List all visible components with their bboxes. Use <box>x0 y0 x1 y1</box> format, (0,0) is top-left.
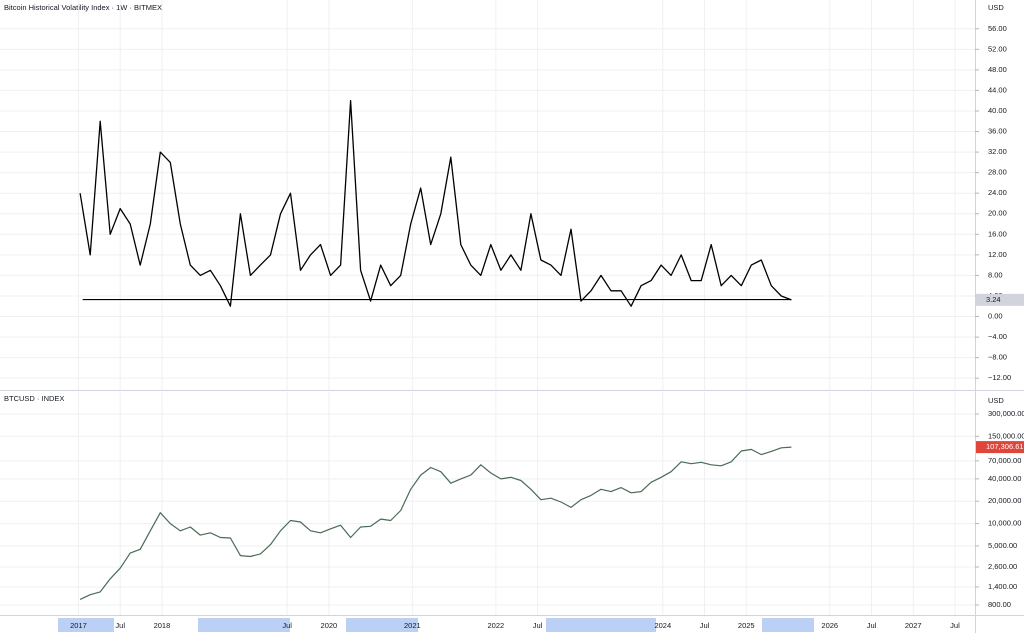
last-value-box <box>976 293 1024 306</box>
x-tick-label: Jul <box>533 621 543 630</box>
y-tick-label: 48.00 <box>988 65 1007 74</box>
y-tick-label: 300,000.00 <box>988 409 1024 418</box>
pane-title: BTCUSD · INDEX <box>4 394 64 403</box>
x-tick-label: 2021 <box>404 621 421 630</box>
last-value-box <box>976 441 1024 454</box>
y-tick-label: 56.00 <box>988 24 1007 33</box>
series-line <box>79 446 792 600</box>
y-tick-label: 40.00 <box>988 106 1007 115</box>
time-highlight <box>762 618 814 632</box>
x-tick-label: Jul <box>282 621 292 630</box>
x-tick-label: 2020 <box>321 621 338 630</box>
y-tick-label: 12.00 <box>988 250 1007 259</box>
y-tick-label: 70,000.00 <box>988 456 1021 465</box>
y-tick-label: 24.00 <box>988 188 1007 197</box>
x-tick-label: 2017 <box>70 621 87 630</box>
y-tick-label: 0.00 <box>988 312 1003 321</box>
pane-title: Bitcoin Historical Volatility Index · 1W… <box>4 3 162 12</box>
x-tick-label: 2018 <box>154 621 171 630</box>
y-tick-label: 28.00 <box>988 168 1007 177</box>
last-value-label: 107,306.61 <box>986 442 1024 451</box>
x-tick-label: 2025 <box>738 621 755 630</box>
y-tick-label: 150,000.00 <box>988 431 1024 440</box>
x-tick-label: 2022 <box>488 621 505 630</box>
y-tick-label: 1,400.00 <box>988 582 1017 591</box>
y-tick-label: 20.00 <box>988 209 1007 218</box>
time-highlight <box>546 618 656 632</box>
y-tick-label: 8.00 <box>988 270 1003 279</box>
x-tick-label: 2024 <box>654 621 671 630</box>
axis-unit: USD <box>988 396 1004 405</box>
y-tick-label: 32.00 <box>988 147 1007 156</box>
y-tick-label: 16.00 <box>988 229 1007 238</box>
y-tick-label: −4.00 <box>988 332 1007 341</box>
x-tick-label: Jul <box>867 621 877 630</box>
series-line <box>79 100 792 307</box>
y-tick-label: 800.00 <box>988 600 1011 609</box>
time-highlight <box>58 618 114 632</box>
y-tick-label: 40,000.00 <box>988 474 1021 483</box>
y-tick-label: 20,000.00 <box>988 496 1021 505</box>
y-tick-label: 5,000.00 <box>988 541 1017 550</box>
y-tick-label: 10,000.00 <box>988 519 1021 528</box>
x-tick-label: 2027 <box>905 621 922 630</box>
axis-unit: USD <box>988 3 1004 12</box>
y-tick-label: 44.00 <box>988 85 1007 94</box>
y-tick-label: 36.00 <box>988 127 1007 136</box>
y-tick-label: −12.00 <box>988 373 1011 382</box>
x-tick-label: Jul <box>950 621 960 630</box>
x-tick-label: 2026 <box>821 621 838 630</box>
time-highlight <box>346 618 418 632</box>
x-tick-label: Jul <box>115 621 125 630</box>
y-tick-label: −8.00 <box>988 353 1007 362</box>
y-tick-label: 2,600.00 <box>988 562 1017 571</box>
last-value-label: 3.24 <box>986 295 1001 304</box>
y-tick-label: 52.00 <box>988 44 1007 53</box>
x-tick-label: Jul <box>700 621 710 630</box>
time-highlight <box>198 618 290 632</box>
